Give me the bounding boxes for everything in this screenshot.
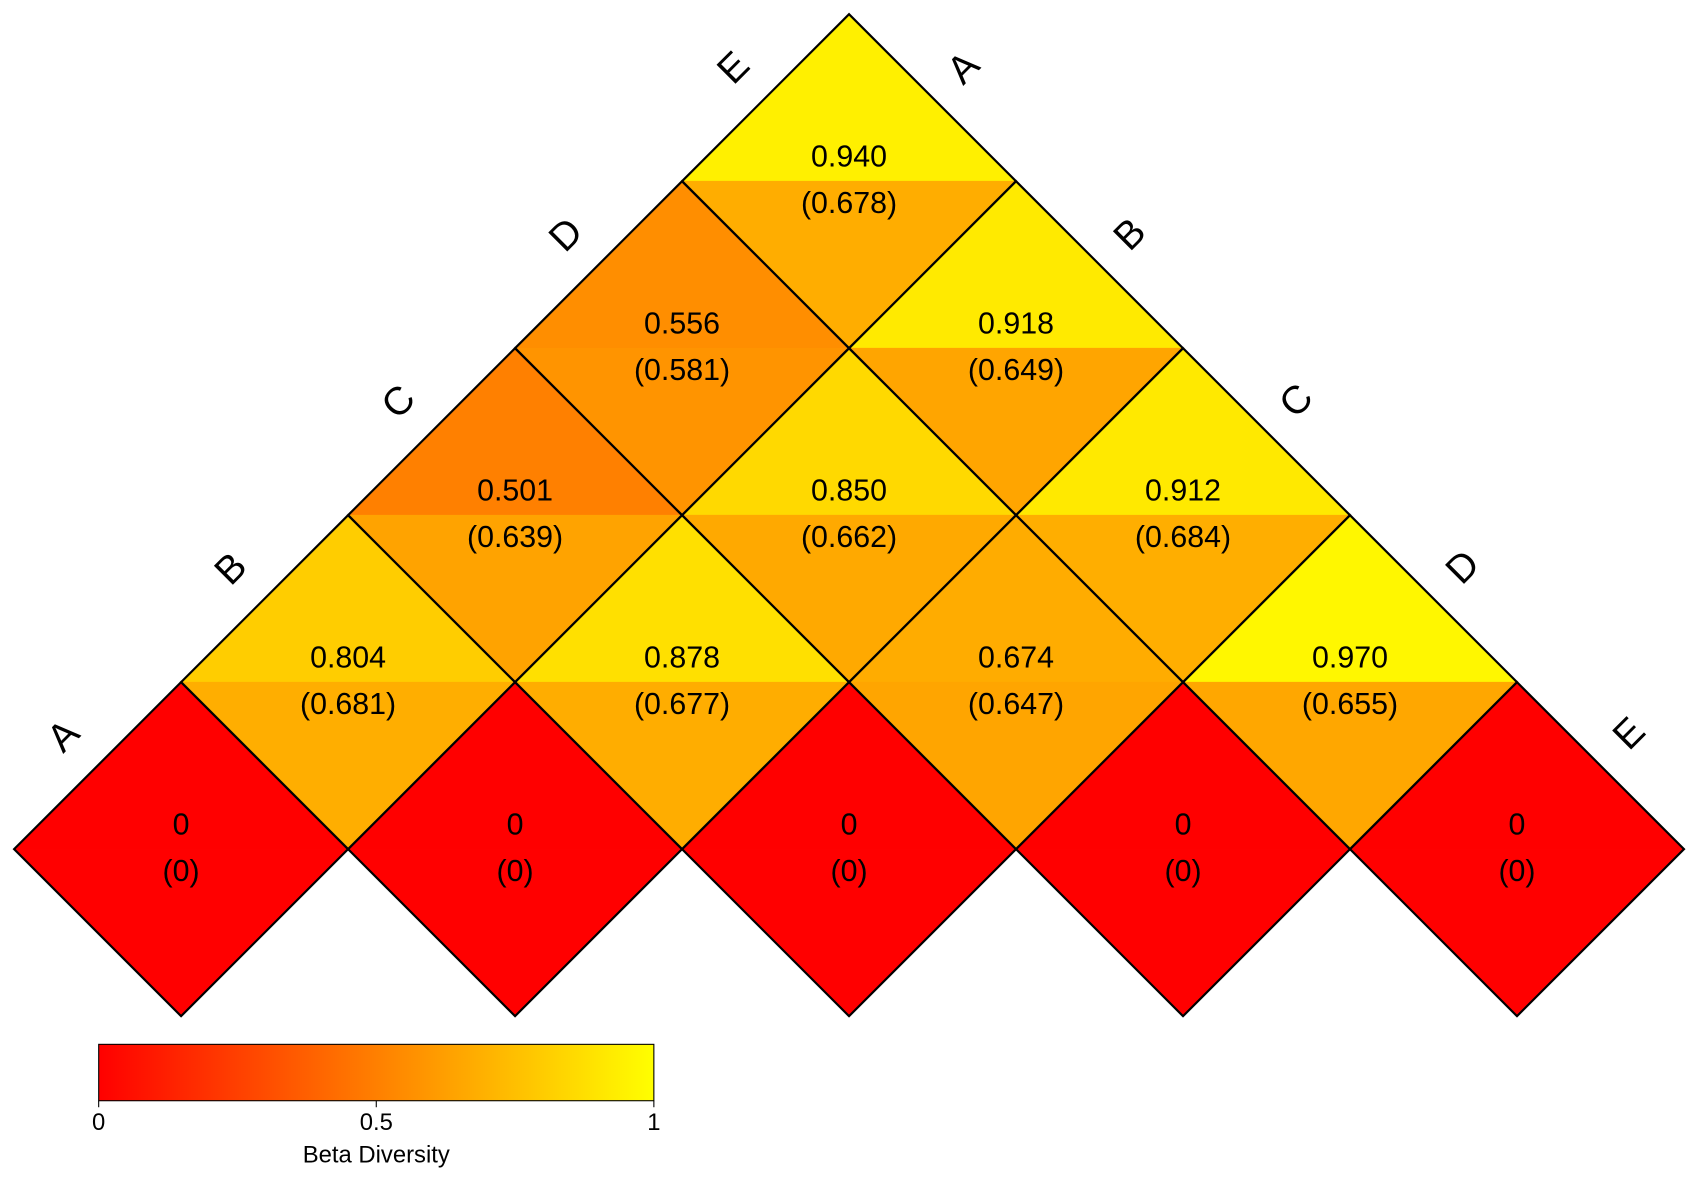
col-label: B [1106, 210, 1155, 259]
cell-value: 0 [1509, 808, 1526, 841]
cell-value: 0.912 [1145, 474, 1221, 507]
cell-value: 0.804 [310, 641, 386, 674]
colorbar [98, 1043, 655, 1102]
col-label: C [1271, 376, 1321, 426]
row-label: B [207, 545, 256, 594]
cell-value: 0.970 [1312, 641, 1388, 674]
cell-value-lower: (0) [1498, 855, 1535, 888]
col-label: D [1438, 542, 1488, 592]
col-label: E [1605, 709, 1654, 758]
cell-value-lower: (0.677) [634, 688, 730, 721]
row-label: A [39, 712, 88, 761]
cell-value-lower: (0.649) [968, 354, 1064, 387]
row-label: D [541, 210, 591, 260]
cell-value-lower: (0.662) [801, 521, 897, 554]
cell-value: 0 [1175, 808, 1192, 841]
cell-border [1348, 680, 1686, 1018]
cell-value-lower: (0.647) [968, 688, 1064, 721]
row-label: C [373, 377, 423, 427]
colorbar-tick-label: 0 [92, 1109, 105, 1136]
cell-value-lower: (0.684) [1135, 521, 1231, 554]
colorbar-tick-label: 0.5 [360, 1109, 393, 1136]
cell-value-lower: (0) [497, 855, 534, 888]
cell-value-lower: (0) [163, 855, 200, 888]
cell-value-lower: (0.655) [1302, 688, 1398, 721]
colorbar-title: Beta Diversity [303, 1141, 450, 1168]
cell-value: 0.501 [477, 474, 553, 507]
cell-value-lower: (0.581) [634, 354, 730, 387]
cell-value: 0 [841, 808, 858, 841]
cell-value: 0.878 [644, 641, 720, 674]
cell-value: 0.940 [811, 140, 887, 173]
col-label: A [939, 44, 988, 93]
cell-value-lower: (0) [830, 855, 867, 888]
row-label: E [709, 44, 758, 93]
cell-value-lower: (0) [1164, 855, 1201, 888]
cell-value: 0.918 [978, 307, 1054, 340]
cell-value-lower: (0.639) [467, 521, 563, 554]
cell-value: 0.674 [978, 641, 1054, 674]
cell-value: 0 [173, 808, 190, 841]
colorbar-tick-label: 1 [647, 1109, 660, 1136]
cell-value-lower: (0.681) [300, 688, 396, 721]
cell-value-lower: (0.678) [801, 187, 897, 220]
cell-value: 0 [507, 808, 524, 841]
cell-value: 0.556 [644, 307, 720, 340]
cell-value: 0.850 [811, 474, 887, 507]
